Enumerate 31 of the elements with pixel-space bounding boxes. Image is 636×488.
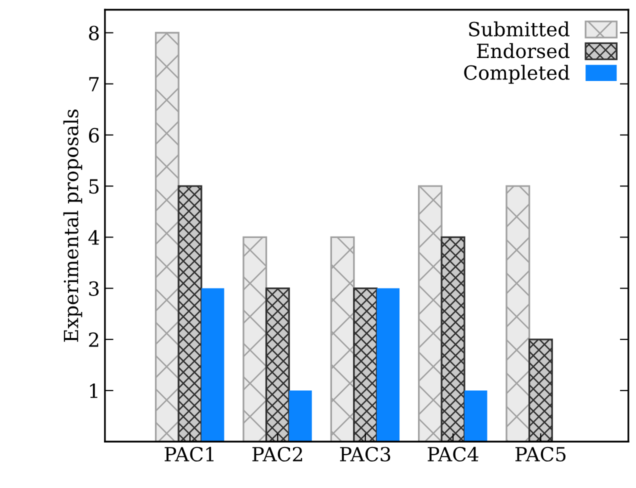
bar xyxy=(330,236,355,442)
bar xyxy=(201,288,224,442)
legend-label: Completed xyxy=(464,64,570,84)
bar xyxy=(178,185,202,442)
y-tick-label: 6 xyxy=(89,128,99,143)
y-tick-label: 3 xyxy=(89,281,99,296)
y-tick-label: 1 xyxy=(90,383,98,398)
y-tick-label: 4 xyxy=(88,230,100,245)
bar xyxy=(376,288,400,442)
bar xyxy=(418,185,442,442)
y-tick-label: 5 xyxy=(89,179,99,194)
x-tick-label: PAC2 xyxy=(252,446,302,462)
y-tick-label: 8 xyxy=(89,26,99,40)
legend-label: Endorsed xyxy=(477,43,570,58)
y-tick-label: 2 xyxy=(89,332,98,347)
x-tick-label: PAC1 xyxy=(164,446,214,462)
bar xyxy=(353,287,378,442)
y-axis-title: Experimental proposals xyxy=(63,110,82,342)
bar xyxy=(154,32,180,442)
x-tick-label: PAC5 xyxy=(515,446,566,462)
x-tick-label: PAC4 xyxy=(428,446,478,462)
bar xyxy=(289,390,312,442)
bar xyxy=(242,236,268,442)
bar xyxy=(440,236,466,442)
x-tick-label: PAC3 xyxy=(340,446,390,462)
bar xyxy=(265,287,290,442)
bar xyxy=(506,185,530,442)
y-tick-label: 7 xyxy=(89,77,99,92)
bar xyxy=(528,338,553,442)
bar xyxy=(464,390,488,442)
legend-label: Submitted xyxy=(469,21,570,36)
